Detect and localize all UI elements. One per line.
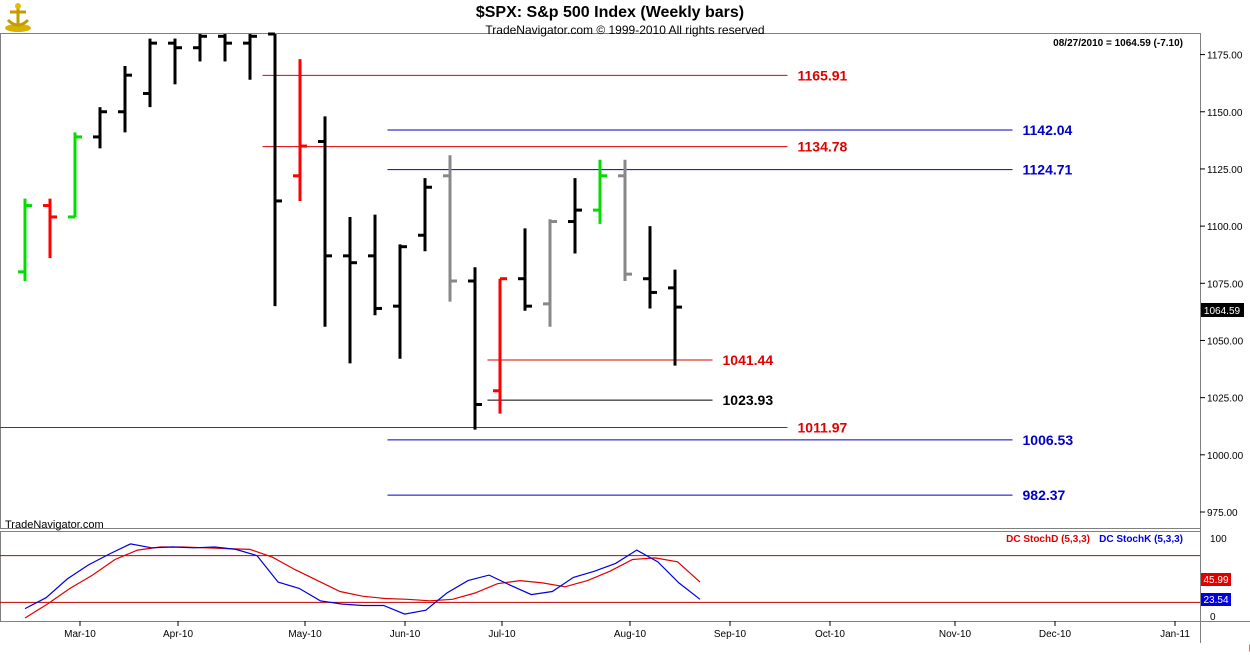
tradenavigator-logo xyxy=(5,3,31,32)
copyright-text: TradeNavigator.com © 1999-2010 All right… xyxy=(485,23,764,37)
ohlc-bar xyxy=(343,216,357,364)
ohlc-bar xyxy=(493,277,507,414)
ohlc-bar xyxy=(443,155,457,302)
last-price-tag: 1064.59 xyxy=(1201,303,1244,317)
x-tick-label: Jul-10 xyxy=(488,629,516,640)
chart-title: $SPX: S&p 500 Index (Weekly bars) xyxy=(476,4,744,21)
ohlc-bar xyxy=(193,34,207,62)
ohlc-bar xyxy=(143,38,157,108)
y-tick-label: 1000.00 xyxy=(1207,451,1244,462)
ohlc-bar xyxy=(93,107,107,149)
y-tick-label: 1050.00 xyxy=(1207,336,1244,347)
level-label: 982.37 xyxy=(1023,487,1066,503)
x-tick-label: Aug-10 xyxy=(614,629,647,640)
y-tick-label: 1075.00 xyxy=(1207,279,1244,290)
y-tick-label: 1025.00 xyxy=(1207,394,1244,405)
stochd-legend: DC StochD (5,3,3) xyxy=(1006,534,1090,545)
stochk-value: 23.54 xyxy=(1203,595,1228,606)
x-tick-label: Oct-10 xyxy=(815,629,845,640)
y-tick-label: 1100.00 xyxy=(1207,222,1243,233)
ohlc-bar xyxy=(318,116,332,327)
level-label: 1023.93 xyxy=(723,392,774,408)
ohlc-bar xyxy=(643,226,657,309)
ohlc-bar xyxy=(293,59,307,201)
level-label: 1006.53 xyxy=(1023,432,1074,448)
level-label: 1124.71 xyxy=(1023,162,1073,178)
watermark-text: TradeNavigator.com xyxy=(5,519,104,531)
ohlc-bar xyxy=(393,244,407,359)
ohlc-bars xyxy=(18,32,682,430)
stochastic-lines xyxy=(0,543,1200,619)
ohlc-bar xyxy=(568,178,582,254)
price-panel-frame xyxy=(0,33,1201,529)
ohlc-bar xyxy=(618,159,632,281)
stochd-value: 45.99 xyxy=(1203,575,1228,586)
ohlc-bar xyxy=(268,32,282,307)
ohlc-bar xyxy=(468,267,482,430)
ohlc-bar xyxy=(243,34,257,80)
x-tick-label: Dec-10 xyxy=(1039,629,1072,640)
price-y-axis: 1175.00 1150.00 1125.00 1100.00 1075.00 1050.… xyxy=(1200,51,1244,519)
x-tick-label: Jan-11 xyxy=(1160,629,1190,640)
x-tick-label: May-10 xyxy=(288,629,322,640)
level-label: 1165.91 xyxy=(798,67,848,83)
stoch-series-line xyxy=(24,546,701,619)
ohlc-bar xyxy=(168,38,182,85)
ohlc-bar xyxy=(118,66,132,133)
level-label: 1134.78 xyxy=(798,139,848,155)
stochd-value-tag xyxy=(1201,573,1231,586)
last-price-label: 1064.59 xyxy=(1204,306,1241,317)
x-tick-label: Mar-10 xyxy=(64,629,96,640)
ohlc-bar xyxy=(543,219,557,327)
stoch-panel-frame xyxy=(0,531,1201,622)
stochk-legend: DC StochK (5,3,3) xyxy=(1099,534,1183,545)
x-tick-label: Sep-10 xyxy=(714,629,747,640)
y-tick-label: 1150.00 xyxy=(1207,108,1243,119)
x-tick-label: Nov-10 xyxy=(939,629,972,640)
ohlc-bar xyxy=(518,228,532,311)
stoch-tick-100: 100 xyxy=(1210,534,1227,545)
ohlc-bar xyxy=(43,198,57,259)
y-tick-label: 975.00 xyxy=(1207,508,1238,519)
ohlc-bar xyxy=(418,178,432,252)
y-tick-label: 1175.00 xyxy=(1207,51,1243,62)
stochk-value-tag xyxy=(1201,593,1231,606)
level-label: 1011.97 xyxy=(798,419,848,435)
ohlc-bar xyxy=(218,34,232,62)
price-levels: 1165.91 1142.04 1134.78 1124.71 1041.44 1023.… xyxy=(0,67,1073,503)
y-tick-label: 1125.00 xyxy=(1207,165,1243,176)
ohlc-bar xyxy=(668,269,682,366)
stoch-series-line xyxy=(24,543,701,615)
level-label: 1041.44 xyxy=(723,352,774,368)
ohlc-bar xyxy=(68,132,82,219)
level-label: 1142.04 xyxy=(1023,122,1073,138)
last-price-info: 08/27/2010 = 1064.59 (-7.10) xyxy=(1053,38,1183,49)
ohlc-bar xyxy=(368,214,382,316)
stoch-tick-0: 0 xyxy=(1210,612,1216,623)
x-tick-label: Apr-10 xyxy=(163,629,193,640)
ohlc-bar xyxy=(593,159,607,224)
x-axis-months: Mar-10 Apr-10 May-10 Jun-10 Jul-10 Aug-10 Sep-… xyxy=(64,621,1190,640)
x-tick-label: Jun-10 xyxy=(390,629,421,640)
ohlc-bar xyxy=(18,198,32,281)
